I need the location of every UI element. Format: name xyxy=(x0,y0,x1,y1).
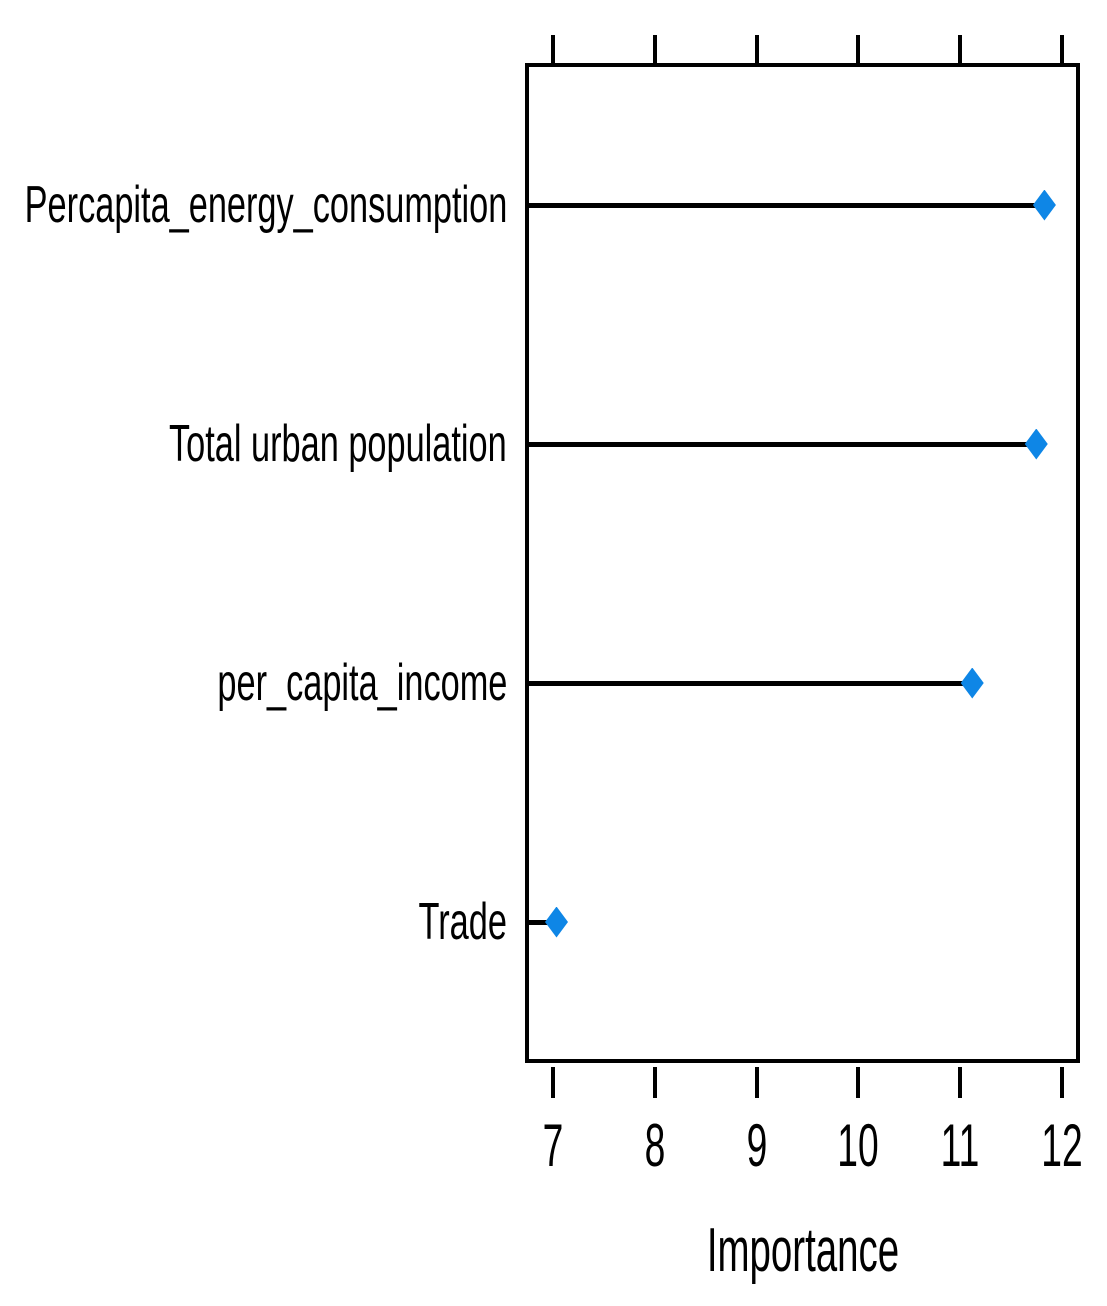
importance-line xyxy=(525,680,973,686)
x-axis-tick-top xyxy=(653,35,658,63)
x-axis-tick-top xyxy=(754,35,759,63)
x-axis-tick-label: 7 xyxy=(543,1112,564,1179)
category-label: Total urban population xyxy=(169,415,507,473)
x-axis-tick-top xyxy=(958,35,963,63)
x-axis-tick-top xyxy=(856,35,861,63)
x-axis-tick-label: 9 xyxy=(746,1112,768,1179)
x-axis-tick-label: 12 xyxy=(1041,1112,1083,1179)
plot-area xyxy=(525,63,1080,1063)
x-axis-tick-label: 11 xyxy=(940,1112,980,1179)
category-label: Trade xyxy=(418,893,507,951)
data-point-marker xyxy=(960,667,984,699)
data-point-marker xyxy=(1032,189,1056,221)
importance-line xyxy=(525,919,557,925)
x-axis-tick-top xyxy=(1059,35,1064,63)
importance-line xyxy=(525,441,1037,447)
x-axis-tick-bottom xyxy=(958,1067,963,1098)
x-axis-tick-bottom xyxy=(551,1067,556,1098)
importance-line xyxy=(525,202,1045,208)
x-axis-title: Importance xyxy=(706,1216,900,1285)
x-axis-tick-bottom xyxy=(1059,1067,1064,1098)
data-point-marker xyxy=(545,906,568,938)
x-axis-tick-label: 8 xyxy=(644,1112,666,1179)
category-label: per_capita_income xyxy=(217,654,507,712)
x-axis-tick-bottom xyxy=(653,1067,658,1098)
category-label: Percapita_energy_consumption xyxy=(24,176,507,234)
x-axis-tick-label: 10 xyxy=(837,1112,880,1179)
x-axis-tick-bottom xyxy=(754,1067,759,1098)
x-axis-tick-top xyxy=(551,35,556,63)
x-axis-tick-bottom xyxy=(856,1067,861,1098)
data-point-marker xyxy=(1024,428,1048,460)
